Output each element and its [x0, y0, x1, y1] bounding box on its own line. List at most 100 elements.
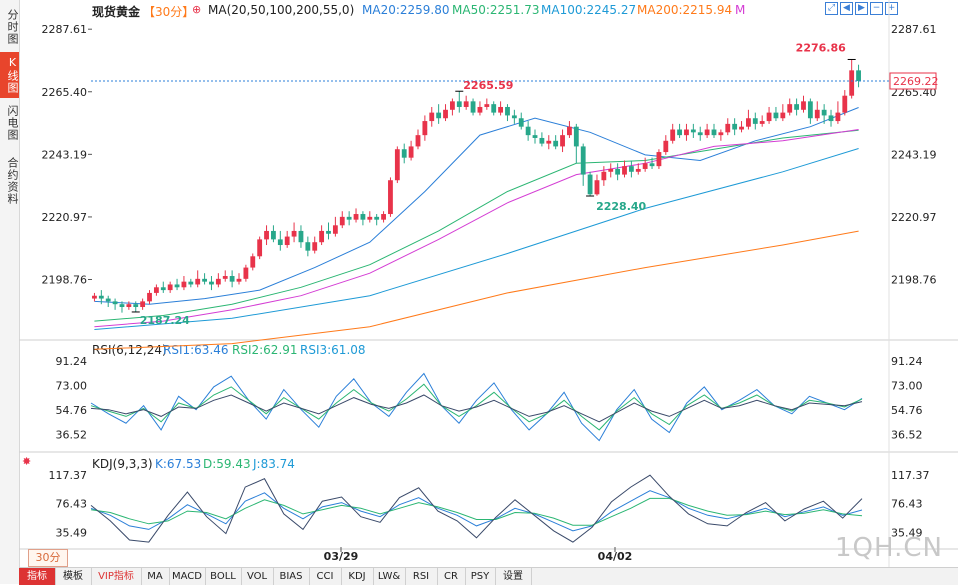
candle-body: [601, 171, 607, 181]
candle-body: [271, 230, 276, 240]
candle-body: [573, 126, 579, 147]
candle-body: [677, 129, 682, 136]
candle-body: [456, 101, 462, 107]
rsi-tick-left: 54.76: [56, 404, 88, 417]
ma200-value: MA200:2215.94: [637, 3, 733, 17]
expand-icon[interactable]: ⤢: [825, 2, 838, 15]
candle-body: [374, 216, 380, 220]
candle-body: [92, 295, 97, 299]
candle-body: [663, 140, 669, 153]
indicator-tab-8[interactable]: CCI: [309, 568, 342, 585]
kdj-line-k: [90, 490, 863, 532]
candle-body: [222, 276, 228, 279]
rsi-panel: 91.24 91.24 73.00 73.00 54.76 54.76 36.52 36.52: [56, 355, 923, 441]
ma-line-ma100: [94, 148, 859, 330]
indicator-tab-2[interactable]: VIP指标: [91, 568, 142, 585]
rsi1-value: RSI1:63.46: [163, 343, 229, 357]
candle-body: [814, 109, 820, 119]
kdj-settings-icon[interactable]: ✸: [22, 455, 32, 468]
candle-body: [532, 135, 538, 138]
candle-body: [332, 225, 338, 234]
tab-flash-chart[interactable]: 闪电图: [6, 105, 19, 141]
indicator-tab-6[interactable]: VOL: [241, 568, 274, 585]
candle-body: [690, 129, 696, 133]
candle-body: [215, 278, 221, 285]
rsi-line-rsi1: [90, 372, 863, 442]
extreme-label: 2265.59: [463, 79, 513, 92]
candle-body: [449, 101, 455, 110]
indicator-tab-14[interactable]: 设置: [495, 568, 532, 585]
candle-body: [546, 140, 552, 144]
candle-body: [353, 214, 359, 220]
candle-body: [408, 146, 414, 158]
indicator-tab-10[interactable]: LW&: [373, 568, 406, 585]
candle-body: [429, 112, 435, 122]
candle-body: [684, 129, 689, 136]
candle-body: [656, 152, 662, 167]
scroll-left-icon[interactable]: ◀: [840, 2, 853, 15]
indicator-tab-3[interactable]: MA: [141, 568, 170, 585]
candle-body: [195, 278, 201, 285]
candle-body: [518, 118, 524, 127]
candle-body: [711, 129, 717, 136]
kdj-k-value: K:67.53: [155, 457, 202, 471]
settings-icon[interactable]: ⊕: [192, 3, 202, 16]
price-annotations: 2269.22 2276.86 2265.59 2187.24 2228.40: [91, 41, 939, 327]
kdj-j-value: J:83.74: [253, 457, 295, 471]
grid-lines: [19, 0, 958, 567]
date-label: 03/29: [324, 550, 359, 563]
candle-body: [498, 106, 504, 113]
indicator-tab-12[interactable]: CR: [437, 568, 466, 585]
tab-time-chart[interactable]: 分时图: [6, 9, 19, 45]
indicator-tab-11[interactable]: RSI: [405, 568, 438, 585]
candle-body: [835, 112, 841, 122]
indicator-tab-7[interactable]: BIAS: [273, 568, 310, 585]
candle-body: [807, 101, 813, 119]
zoom-out-icon[interactable]: −: [870, 2, 883, 15]
indicator-tab-13[interactable]: PSY: [465, 568, 496, 585]
candle-body: [725, 123, 731, 133]
kdj-d-value: D:59.43: [203, 457, 251, 471]
candle-body: [505, 106, 510, 116]
zoom-in-icon[interactable]: +: [885, 2, 898, 15]
candle-body: [553, 140, 559, 147]
indicator-tab-0[interactable]: 指标: [19, 568, 56, 585]
candle-body: [443, 109, 448, 119]
candle-body: [105, 298, 111, 302]
indicator-tab-1[interactable]: 模板: [55, 568, 92, 585]
tab-contract-info[interactable]: 合约资料: [6, 157, 19, 205]
candle-body: [401, 149, 407, 158]
candle-body: [181, 281, 187, 288]
chart-canvas[interactable]: 2287.61 2265.40 2243.19 2220.97 2198.76 2287…: [19, 0, 958, 567]
rsi-line-rsi2: [90, 383, 863, 431]
ma50-value: MA50:2251.73: [452, 3, 540, 17]
price-tick-left: 2287.61: [42, 23, 88, 36]
indicator-tab-5[interactable]: BOLL: [205, 568, 242, 585]
candle-body: [801, 101, 806, 110]
rsi-tick-right: 54.76: [891, 404, 923, 417]
candle-body: [511, 115, 517, 119]
rsi-tick-left: 36.52: [56, 429, 88, 442]
candle-body: [525, 126, 531, 136]
rsi-tick-left: 73.00: [56, 380, 88, 393]
candle-body: [209, 281, 214, 285]
candle-body: [794, 104, 800, 110]
candle-body: [773, 112, 779, 119]
current-price-label: 2269.22: [893, 75, 939, 88]
period-button[interactable]: 30分: [28, 549, 68, 567]
candlesticks: [92, 59, 861, 313]
ma-line-ma20: [94, 107, 859, 305]
indicator-tab-4[interactable]: MACD: [169, 568, 206, 585]
candle-body: [305, 242, 311, 251]
tab-kline-chart[interactable]: K线图: [0, 52, 19, 98]
scroll-right-icon[interactable]: ▶: [855, 2, 868, 15]
price-tick-left: 2198.76: [42, 274, 88, 287]
candle-body: [752, 118, 758, 124]
indicator-tab-9[interactable]: KDJ: [341, 568, 374, 585]
candle-body: [594, 180, 600, 195]
ma-line-ma50: [94, 129, 859, 322]
kdj-tick-right: 117.37: [891, 469, 930, 482]
ma-tail-value: M: [735, 3, 746, 17]
candle-body: [759, 121, 765, 124]
kdj-tick-left: 76.43: [56, 498, 88, 511]
